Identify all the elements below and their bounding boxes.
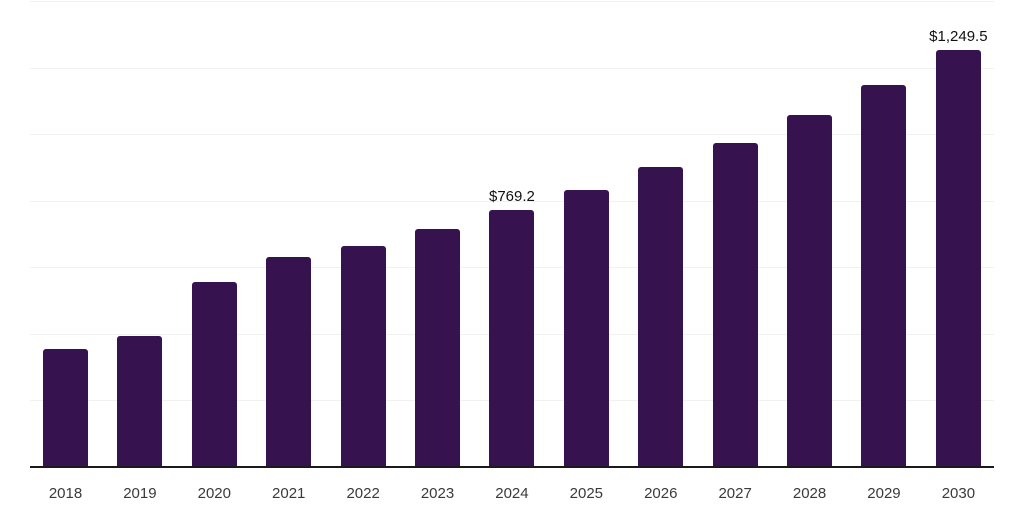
- plot-area: $769.2 $1,249.5: [30, 0, 994, 468]
- bar-2025: [563, 190, 609, 466]
- x-tick-label-2019: 2019: [123, 485, 157, 502]
- x-tick-label-2025: 2025: [569, 485, 604, 502]
- bar-2026: [638, 167, 684, 466]
- x-tick-label-2023: 2023: [420, 485, 455, 502]
- bar-2022: [340, 245, 386, 466]
- bar-2024: $769.2: [489, 188, 535, 466]
- x-tick-label-2020: 2020: [197, 485, 231, 502]
- x-tick-label-2027: 2027: [718, 485, 752, 502]
- x-axis-labels: 2018 2019 2020 2021 2022 2023 2024 2025 2026 2027…: [30, 484, 994, 504]
- x-tick-label-2022: 2022: [346, 485, 380, 502]
- bar-2018: [43, 348, 88, 466]
- bars-row: $769.2 $1,249.5: [30, 0, 994, 466]
- bar-value-label: $1,249.5: [929, 28, 988, 46]
- x-tick-label-2026: 2026: [644, 485, 678, 502]
- bar-2029: [861, 85, 907, 466]
- gridline: [30, 67, 994, 69]
- gridline: [30, 1, 994, 2]
- bar-2019: [117, 336, 163, 466]
- x-axis-line: [30, 466, 994, 468]
- bar-2023: [415, 229, 461, 466]
- x-tick-label-2018: 2018: [48, 485, 83, 502]
- x-tick-label-2028: 2028: [792, 485, 827, 502]
- x-tick-label-2024: 2024: [495, 485, 529, 502]
- gridline: [30, 200, 994, 202]
- x-tick-label-2021: 2021: [272, 485, 306, 502]
- bar-2030: $1,249.5: [929, 28, 988, 466]
- gridline: [30, 134, 994, 136]
- bar-value-label: $769.2: [488, 187, 535, 205]
- bar-2021: [266, 256, 312, 466]
- x-tick-label-2029: 2029: [867, 485, 901, 502]
- bar-2028: [787, 114, 833, 466]
- x-tick-label-2030: 2030: [941, 485, 976, 502]
- bar-2020: [191, 281, 237, 466]
- bar-2027: [712, 142, 758, 466]
